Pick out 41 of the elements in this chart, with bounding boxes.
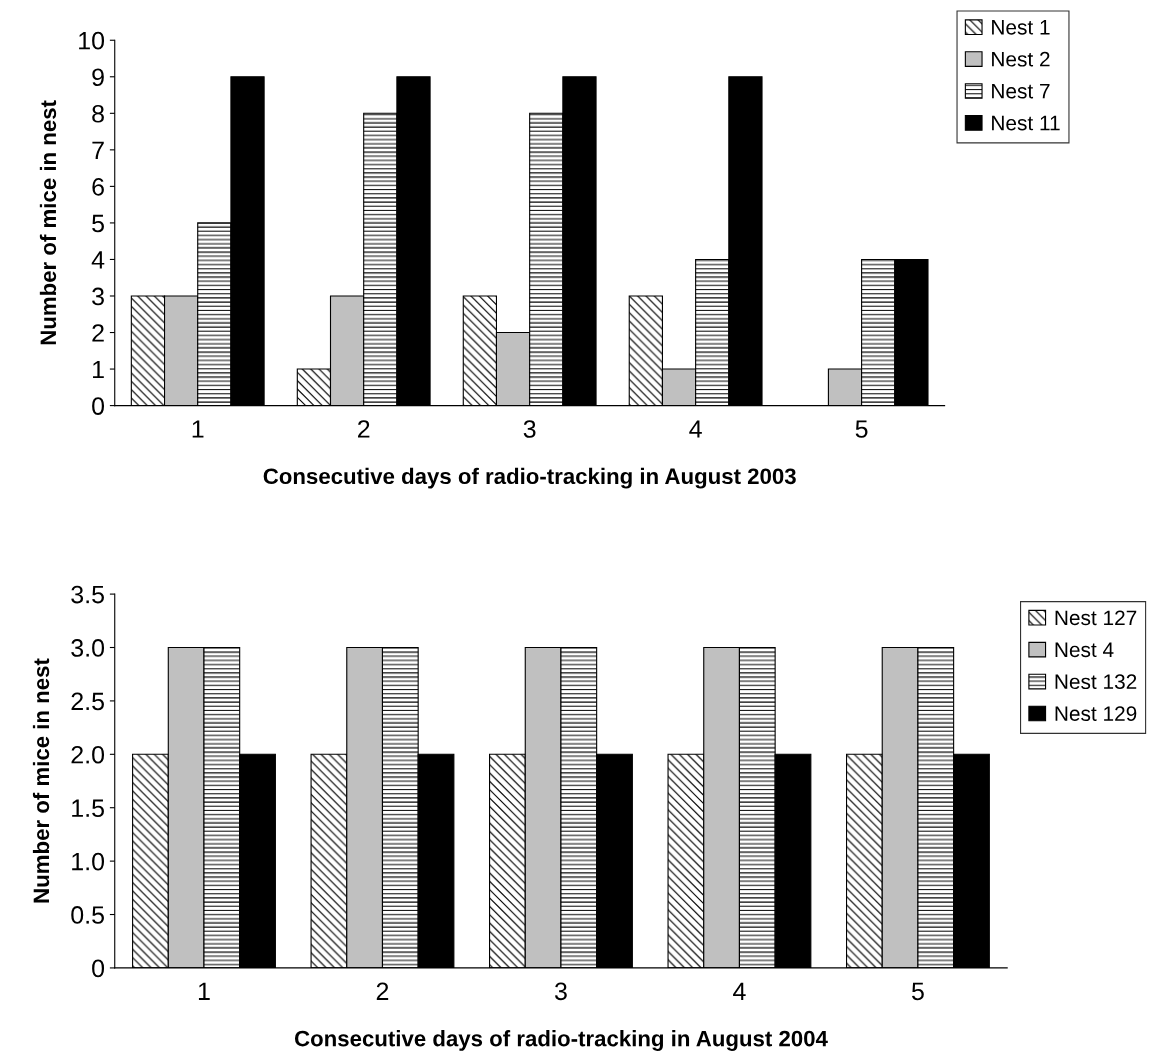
y-tick-label: 2 [92, 324, 104, 342]
y-tick-label: 7 [92, 141, 104, 159]
x-tick-label: 1 [198, 982, 210, 1000]
legend-label: Nest 4 [1055, 642, 1114, 658]
y-tick-label: 4 [91, 251, 105, 269]
y-tick-label: 10 [79, 31, 105, 50]
x-axis-title: Consecutive days of radio-tracking in August 2003 [263, 467, 796, 489]
legend-label: Nest 7 [992, 83, 1050, 99]
legend-label: Nest 129 [1055, 706, 1137, 721]
y-tick-label: 0 [92, 959, 105, 978]
y-tick-label: 3.0 [71, 639, 105, 657]
x-tick-label: 3 [523, 420, 536, 438]
x-tick-label: 4 [689, 420, 702, 438]
legend-label: Nest 132 [1055, 674, 1137, 690]
y-tick-label: 3 [92, 287, 104, 306]
y-tick-label: 0 [92, 397, 105, 415]
y-tick-label: 5 [92, 214, 104, 233]
x-axis-title: Consecutive days of radio-tracking in August 2004 [294, 1030, 828, 1051]
y-tick-label: 1.5 [72, 799, 104, 818]
x-tick-label: 4 [733, 982, 746, 1000]
y-tick-label: 3.5 [71, 585, 104, 604]
y-tick-label: 0.5 [71, 906, 104, 924]
y-tick-label: 1 [93, 360, 104, 379]
y-tick-label: 2.5 [71, 692, 104, 711]
y-tick-label: 6 [92, 177, 104, 196]
x-tick-label: 5 [911, 982, 924, 1001]
x-tick-label: 3 [554, 982, 567, 1001]
x-tick-label: 5 [855, 420, 868, 438]
y-tick-label: 2.0 [71, 745, 105, 764]
legend-label: Nest 127 [1055, 610, 1137, 626]
x-tick-label: 2 [358, 420, 370, 438]
y-axis-title: Number of mice in nest [39, 100, 57, 345]
x-tick-label: 1 [192, 420, 204, 438]
y-axis-title: Number of mice in nest [32, 658, 50, 903]
legend-label: Nest 1 [992, 20, 1050, 35]
y-tick-label: 8 [92, 104, 104, 123]
y-tick-label: 9 [92, 68, 104, 87]
y-tick-label: 1.0 [72, 852, 105, 871]
legend-label: Nest 11 [992, 115, 1060, 131]
legend-label: Nest 2 [992, 51, 1050, 67]
x-tick-label: 2 [376, 982, 389, 1000]
